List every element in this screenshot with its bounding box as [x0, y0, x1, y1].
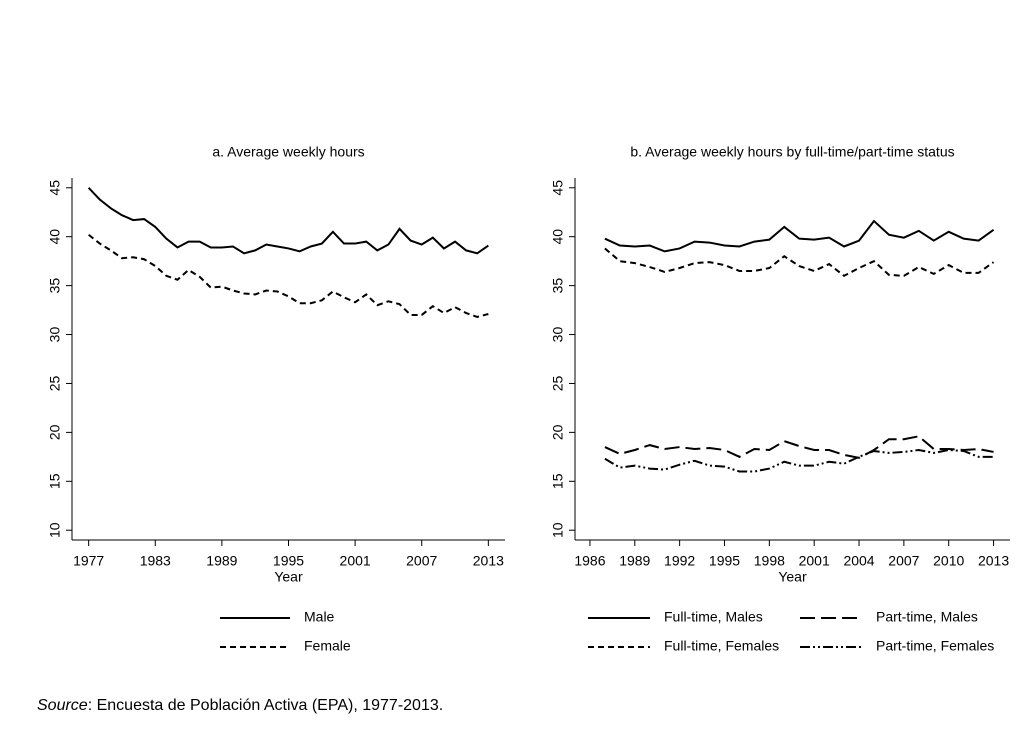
legend-label: Male — [304, 609, 335, 625]
x-tick-label: 2001 — [340, 553, 371, 569]
x-tick-label: 2007 — [406, 553, 437, 569]
y-tick-label: 15 — [550, 473, 566, 489]
y-tick-label: 30 — [47, 327, 63, 343]
y-tick-label: 40 — [550, 229, 566, 245]
source-note: Source: Encuesta de Población Activa (EP… — [37, 697, 443, 714]
x-tick-label: 2013 — [978, 553, 1009, 569]
x-axis-label: Year — [274, 569, 303, 585]
x-tick-label: 1998 — [754, 553, 785, 569]
x-tick-label: 1992 — [664, 553, 695, 569]
data-line — [604, 219, 995, 253]
x-tick-label: 1995 — [709, 553, 740, 569]
legend-label: Full-time, Females — [664, 638, 779, 654]
data-line — [88, 233, 489, 318]
chart-title: b. Average weekly hours by full-time/par… — [630, 144, 954, 160]
x-tick-label: 2013 — [473, 553, 504, 569]
y-tick-label: 20 — [550, 424, 566, 440]
legend-label: Full-time, Males — [664, 609, 763, 625]
y-tick-label: 10 — [47, 522, 63, 538]
y-tick-label: 10 — [550, 522, 566, 538]
data-line — [604, 448, 994, 473]
x-tick-label: 2007 — [888, 553, 919, 569]
x-tick-label: 1977 — [73, 553, 104, 569]
y-tick-label: 45 — [550, 180, 566, 196]
chart-title: a. Average weekly hours — [212, 144, 364, 160]
legend-label: Part-time, Females — [876, 638, 994, 654]
y-tick-label: 25 — [550, 375, 566, 391]
x-tick-label: 2010 — [933, 553, 964, 569]
x-tick-label: 1995 — [273, 553, 304, 569]
y-tick-label: 40 — [47, 229, 63, 245]
y-tick-label: 25 — [47, 375, 63, 391]
legend-label: Female — [304, 638, 351, 654]
y-tick-label: 30 — [550, 327, 566, 343]
x-tick-label: 1989 — [619, 553, 650, 569]
y-tick-label: 15 — [47, 473, 63, 489]
data-line — [604, 247, 995, 278]
y-tick-label: 20 — [47, 424, 63, 440]
data-line — [604, 435, 994, 459]
x-tick-label: 1986 — [574, 553, 605, 569]
x-tick-label: 1989 — [206, 553, 237, 569]
legend-label: Part-time, Males — [876, 609, 978, 625]
x-tick-label: 2001 — [799, 553, 830, 569]
y-tick-label: 45 — [47, 180, 63, 196]
y-tick-label: 35 — [550, 278, 566, 294]
x-tick-label: 1983 — [140, 553, 171, 569]
y-tick-label: 35 — [47, 278, 63, 294]
source-label: Source — [37, 697, 88, 714]
x-axis-label: Year — [778, 569, 807, 585]
source-text: : Encuesta de Población Activa (EPA), 19… — [88, 697, 443, 714]
x-tick-label: 2004 — [843, 553, 874, 569]
data-line — [87, 187, 489, 255]
